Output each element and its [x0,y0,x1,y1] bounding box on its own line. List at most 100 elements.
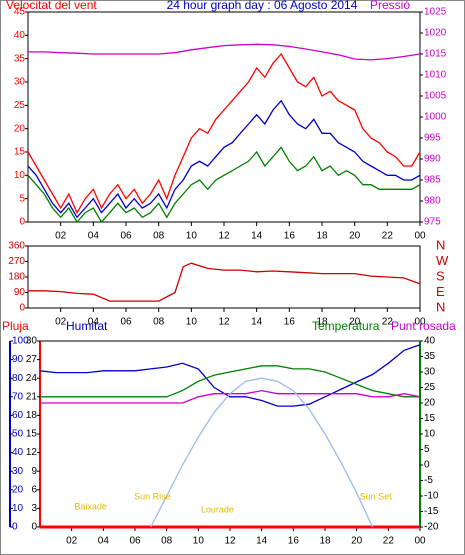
y-tick-label: 24 [26,373,38,384]
x-tick-label: 06 [120,231,132,242]
y-tick-label: 3 [31,503,37,514]
y-tick-label: -5 [424,475,433,486]
direction-label: S [436,268,445,283]
direction-label: E [436,284,445,299]
x-tick-label: 14 [256,536,268,547]
y-tick-label: 27 [26,354,38,365]
x-tick-label: 20 [349,317,361,328]
y-tick-label: 5 [424,444,430,455]
x-tick-label: 16 [288,536,300,547]
y-tick-label: 25 [14,100,26,111]
x-tick-label: 18 [319,536,331,547]
y-tick-label: 70 [12,391,24,402]
x-tick-label: 12 [224,536,236,547]
series-line [150,377,374,528]
y-tick-label: 60 [12,410,24,421]
series-line [27,52,421,215]
y-tick-label: 0 [424,460,430,471]
series-line [28,262,421,302]
x-tick-label: 12 [218,317,230,328]
x-tick-label: 00 [414,231,426,242]
y-tick-label: -10 [424,491,439,502]
x-tick-label: 06 [120,317,132,328]
y-tick-label: 1015 [424,49,447,60]
temperature-label: Temperatura [312,319,380,333]
y-tick-label: 1010 [424,70,447,81]
y-tick-label: 20 [14,123,26,134]
x-tick-label: 00 [414,317,426,328]
series-line [28,43,421,61]
y-tick-label: 100 [12,336,29,347]
series-line [27,99,421,219]
y-tick-label: 21 [26,391,38,402]
direction-label: N [436,237,445,252]
x-tick-label: 18 [316,317,328,328]
y-tick-label: 6 [31,484,37,495]
y-tick-label: 10 [14,170,26,181]
direction-label: W [436,253,449,268]
x-tick-label: 08 [153,317,165,328]
x-tick-label: 02 [55,317,67,328]
y-tick-label: 15 [424,413,436,424]
x-tick-label: 10 [186,231,198,242]
y-tick-label: 5 [19,193,25,204]
y-tick-label: 30 [14,77,26,88]
y-tick-label: 975 [424,217,441,228]
annotation: Lourade [201,504,234,514]
y-tick-label: 30 [424,367,436,378]
pressure-label: Pressió [370,0,410,12]
x-tick-label: 14 [251,317,263,328]
y-tick-label: 270 [8,256,25,267]
rain-label: Pluja [2,319,29,333]
x-tick-label: 22 [382,317,394,328]
y-tick-label: 1005 [424,91,447,102]
y-tick-label: 0 [31,522,37,533]
y-tick-label: 10 [12,503,24,514]
wind-label: Velocitat del vent [6,0,97,12]
x-tick-label: 06 [129,536,141,547]
x-tick-label: 12 [218,231,230,242]
x-tick-label: 04 [88,317,100,328]
y-tick-label: 0 [19,217,25,228]
y-tick-label: 15 [14,147,26,158]
series-line [39,344,421,407]
dewpoint-label: Punt rosada [391,319,456,333]
y-tick-label: 995 [424,133,441,144]
x-tick-label: 20 [351,536,363,547]
annotation: Sun Rise [134,491,171,501]
y-tick-label: 12 [26,447,38,458]
chart-title: 24 hour graph day : 06 Agosto 2014 [167,0,358,12]
y-tick-label: 10 [424,429,436,440]
direction-label: N [436,299,445,314]
x-tick-label: 08 [161,536,173,547]
x-tick-label: 04 [88,231,100,242]
y-tick-label: 9 [31,466,37,477]
x-tick-label: 02 [66,536,78,547]
y-tick-label: 1000 [424,112,447,123]
y-tick-label: 180 [8,272,25,283]
y-tick-label: 20 [424,398,436,409]
y-tick-label: 0 [12,522,18,533]
y-tick-label: 980 [424,196,441,207]
x-tick-label: 18 [316,231,328,242]
y-tick-label: 0 [19,303,25,314]
annotation: Baixade [74,501,107,511]
y-tick-label: 50 [12,429,24,440]
x-tick-label: 08 [153,231,165,242]
y-tick-label: 1020 [424,28,447,39]
x-tick-label: 10 [193,536,205,547]
y-tick-label: -15 [424,506,439,517]
x-tick-label: 14 [251,231,263,242]
x-tick-label: 02 [55,231,67,242]
annotation: Sun Set [360,491,393,501]
x-tick-label: 04 [98,536,110,547]
y-tick-label: 20 [12,484,24,495]
x-tick-label: 22 [383,536,395,547]
y-tick-label: 90 [14,287,26,298]
series-line [40,365,420,398]
x-tick-label: 00 [414,536,426,547]
y-tick-label: 18 [26,410,38,421]
x-tick-label: 10 [186,317,198,328]
y-tick-label: 30 [12,466,24,477]
y-tick-label: 35 [424,351,436,362]
